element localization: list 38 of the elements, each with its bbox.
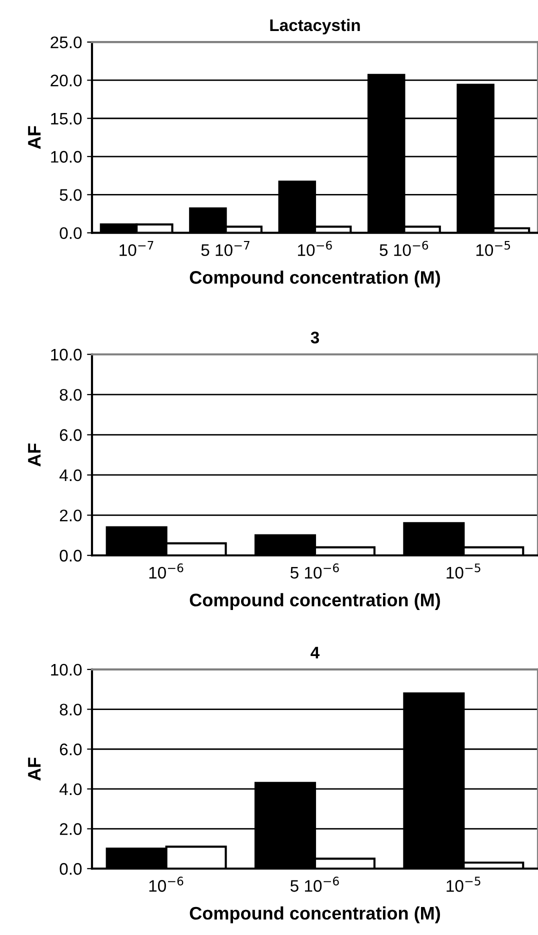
x-tick-label: 5 10$^{−6}$ (290, 563, 339, 579)
y-tick-label: 5.0 (60, 189, 82, 201)
y-tick-label: 2.0 (60, 823, 82, 835)
chart-title: 4 (310, 646, 320, 658)
x-tick-label: 10$^{−5}$ (446, 876, 480, 892)
x-tick-label: 10$^{−6}$ (298, 240, 332, 256)
y-tick-label: 8.0 (60, 704, 82, 716)
y-axis-title: AF (28, 126, 41, 150)
x-tick-label: 10$^{−5}$ (446, 564, 480, 579)
y-tick-label: 25.0 (50, 36, 82, 48)
x-axis-title: Compound concentration (M) (190, 906, 440, 924)
x-tick-label: 10$^{−6}$ (149, 876, 184, 892)
x-axis-title: Compound concentration (M) (190, 593, 440, 610)
chart-title: Lactacystin (270, 18, 360, 34)
x-tick-label: 5 10$^{−7}$ (201, 241, 250, 256)
y-axis-title: AF (28, 758, 41, 781)
y-tick-label: 0.0 (60, 863, 82, 875)
x-axis-title: Compound concentration (M) (190, 270, 440, 288)
y-axis-title: AF (28, 444, 41, 466)
y-tick-label: 10.0 (51, 348, 82, 361)
x-tick-label: 5 10$^{−6}$ (290, 876, 339, 892)
x-tick-label: 10$^{−6}$ (149, 563, 184, 579)
y-tick-label: 6.0 (60, 429, 82, 441)
y-tick-label: 10.0 (51, 150, 82, 163)
y-tick-label: 6.0 (60, 744, 82, 756)
x-tick-label: 10$^{−7}$ (120, 241, 154, 256)
x-tick-label: 5 10$^{−6}$ (380, 240, 428, 256)
y-tick-label: 4.0 (59, 783, 82, 796)
x-tick-label: 10$^{−5}$ (476, 241, 510, 256)
y-tick-label: 0.0 (60, 227, 82, 240)
y-tick-label: 0.0 (60, 550, 82, 562)
y-tick-label: 2.0 (60, 510, 82, 522)
y-tick-label: 15.0 (51, 112, 82, 125)
y-tick-label: 8.0 (60, 388, 82, 401)
y-tick-label: 10.0 (51, 664, 82, 676)
y-tick-label: 20.0 (50, 74, 82, 86)
chart-title: 3 (310, 332, 320, 344)
y-tick-label: 4.0 (59, 469, 82, 482)
